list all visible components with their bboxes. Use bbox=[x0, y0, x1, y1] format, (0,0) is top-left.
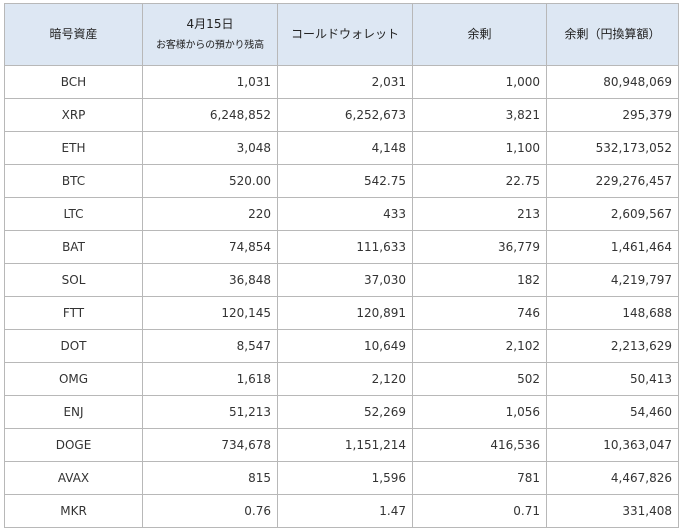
cell-asset: ETH bbox=[4, 131, 143, 165]
reserve-holdings-table: 暗号資産 4月15日 お客様からの預かり残高 コールドウォレット 余剰 余剰（円… bbox=[4, 3, 679, 528]
cell-asset: OMG bbox=[4, 362, 143, 396]
cell-surplus: 3,821 bbox=[412, 98, 547, 132]
cell-cold-wallet: 1.47 bbox=[277, 494, 413, 528]
cell-surplus: 182 bbox=[412, 263, 547, 297]
cell-customer-balance: 120,145 bbox=[142, 296, 278, 330]
table-row: ETH 3,048 4,148 1,100 532,173,052 bbox=[4, 131, 679, 165]
cell-surplus: 1,056 bbox=[412, 395, 547, 429]
cell-surplus-yen: 1,461,464 bbox=[546, 230, 679, 264]
cell-surplus: 502 bbox=[412, 362, 547, 396]
cell-customer-balance: 520.00 bbox=[142, 164, 278, 198]
cell-cold-wallet: 1,151,214 bbox=[277, 428, 413, 462]
table-row: FTT 120,145 120,891 746 148,688 bbox=[4, 296, 679, 330]
cell-surplus-yen: 148,688 bbox=[546, 296, 679, 330]
cell-surplus: 0.71 bbox=[412, 494, 547, 528]
cell-surplus: 36,779 bbox=[412, 230, 547, 264]
header-surplus: 余剰 bbox=[412, 3, 547, 66]
cell-surplus-yen: 295,379 bbox=[546, 98, 679, 132]
cell-asset: BCH bbox=[4, 65, 143, 99]
cell-cold-wallet: 120,891 bbox=[277, 296, 413, 330]
table-header: 暗号資産 4月15日 お客様からの預かり残高 コールドウォレット 余剰 余剰（円… bbox=[4, 3, 679, 66]
cell-surplus: 2,102 bbox=[412, 329, 547, 363]
cell-customer-balance: 0.76 bbox=[142, 494, 278, 528]
header-row: 暗号資産 4月15日 お客様からの預かり残高 コールドウォレット 余剰 余剰（円… bbox=[4, 3, 679, 66]
header-customer-label: お客様からの預かり残高 bbox=[156, 39, 264, 51]
cell-surplus-yen: 10,363,047 bbox=[546, 428, 679, 462]
cell-cold-wallet: 1,596 bbox=[277, 461, 413, 495]
table-row: AVAX 815 1,596 781 4,467,826 bbox=[4, 461, 679, 495]
cell-surplus: 213 bbox=[412, 197, 547, 231]
cell-surplus: 781 bbox=[412, 461, 547, 495]
cell-customer-balance: 8,547 bbox=[142, 329, 278, 363]
cell-asset: BAT bbox=[4, 230, 143, 264]
table-row: DOGE 734,678 1,151,214 416,536 10,363,04… bbox=[4, 428, 679, 462]
cell-asset: FTT bbox=[4, 296, 143, 330]
cell-customer-balance: 74,854 bbox=[142, 230, 278, 264]
table-row: ENJ 51,213 52,269 1,056 54,460 bbox=[4, 395, 679, 429]
cell-surplus-yen: 2,609,567 bbox=[546, 197, 679, 231]
cell-customer-balance: 36,848 bbox=[142, 263, 278, 297]
cell-surplus-yen: 532,173,052 bbox=[546, 131, 679, 165]
cell-surplus: 746 bbox=[412, 296, 547, 330]
header-customer-date: 4月15日 bbox=[186, 17, 234, 32]
cell-asset: LTC bbox=[4, 197, 143, 231]
holdings-table-container: 暗号資産 4月15日 お客様からの預かり残高 コールドウォレット 余剰 余剰（円… bbox=[4, 3, 679, 528]
cell-asset: AVAX bbox=[4, 461, 143, 495]
header-cold-wallet: コールドウォレット bbox=[277, 3, 413, 66]
cell-surplus-yen: 4,219,797 bbox=[546, 263, 679, 297]
header-customer-balance: 4月15日 お客様からの預かり残高 bbox=[142, 3, 278, 66]
cell-surplus: 416,536 bbox=[412, 428, 547, 462]
table-row: XRP 6,248,852 6,252,673 3,821 295,379 bbox=[4, 98, 679, 132]
cell-surplus: 1,100 bbox=[412, 131, 547, 165]
table-row: LTC 220 433 213 2,609,567 bbox=[4, 197, 679, 231]
cell-cold-wallet: 111,633 bbox=[277, 230, 413, 264]
cell-customer-balance: 1,618 bbox=[142, 362, 278, 396]
table-row: MKR 0.76 1.47 0.71 331,408 bbox=[4, 494, 679, 528]
header-asset: 暗号資産 bbox=[4, 3, 143, 66]
table-row: BTC 520.00 542.75 22.75 229,276,457 bbox=[4, 164, 679, 198]
cell-surplus-yen: 50,413 bbox=[546, 362, 679, 396]
cell-customer-balance: 734,678 bbox=[142, 428, 278, 462]
table-row: SOL 36,848 37,030 182 4,219,797 bbox=[4, 263, 679, 297]
cell-customer-balance: 1,031 bbox=[142, 65, 278, 99]
cell-surplus-yen: 2,213,629 bbox=[546, 329, 679, 363]
cell-surplus: 22.75 bbox=[412, 164, 547, 198]
cell-cold-wallet: 4,148 bbox=[277, 131, 413, 165]
table-row: DOT 8,547 10,649 2,102 2,213,629 bbox=[4, 329, 679, 363]
cell-asset: XRP bbox=[4, 98, 143, 132]
cell-customer-balance: 815 bbox=[142, 461, 278, 495]
table-row: BCH 1,031 2,031 1,000 80,948,069 bbox=[4, 65, 679, 99]
cell-surplus-yen: 54,460 bbox=[546, 395, 679, 429]
cell-surplus-yen: 4,467,826 bbox=[546, 461, 679, 495]
cell-cold-wallet: 2,120 bbox=[277, 362, 413, 396]
cell-cold-wallet: 37,030 bbox=[277, 263, 413, 297]
header-surplus-yen: 余剰（円換算額） bbox=[546, 3, 679, 66]
cell-cold-wallet: 52,269 bbox=[277, 395, 413, 429]
cell-asset: DOGE bbox=[4, 428, 143, 462]
cell-cold-wallet: 433 bbox=[277, 197, 413, 231]
cell-customer-balance: 6,248,852 bbox=[142, 98, 278, 132]
cell-cold-wallet: 10,649 bbox=[277, 329, 413, 363]
table-row: OMG 1,618 2,120 502 50,413 bbox=[4, 362, 679, 396]
cell-cold-wallet: 2,031 bbox=[277, 65, 413, 99]
cell-surplus: 1,000 bbox=[412, 65, 547, 99]
cell-asset: BTC bbox=[4, 164, 143, 198]
cell-cold-wallet: 6,252,673 bbox=[277, 98, 413, 132]
cell-surplus-yen: 229,276,457 bbox=[546, 164, 679, 198]
cell-customer-balance: 3,048 bbox=[142, 131, 278, 165]
cell-cold-wallet: 542.75 bbox=[277, 164, 413, 198]
cell-asset: SOL bbox=[4, 263, 143, 297]
cell-customer-balance: 51,213 bbox=[142, 395, 278, 429]
cell-asset: DOT bbox=[4, 329, 143, 363]
cell-asset: ENJ bbox=[4, 395, 143, 429]
table-row: BAT 74,854 111,633 36,779 1,461,464 bbox=[4, 230, 679, 264]
table-body: BCH 1,031 2,031 1,000 80,948,069 XRP 6,2… bbox=[4, 65, 679, 528]
cell-customer-balance: 220 bbox=[142, 197, 278, 231]
cell-asset: MKR bbox=[4, 494, 143, 528]
cell-surplus-yen: 80,948,069 bbox=[546, 65, 679, 99]
cell-surplus-yen: 331,408 bbox=[546, 494, 679, 528]
